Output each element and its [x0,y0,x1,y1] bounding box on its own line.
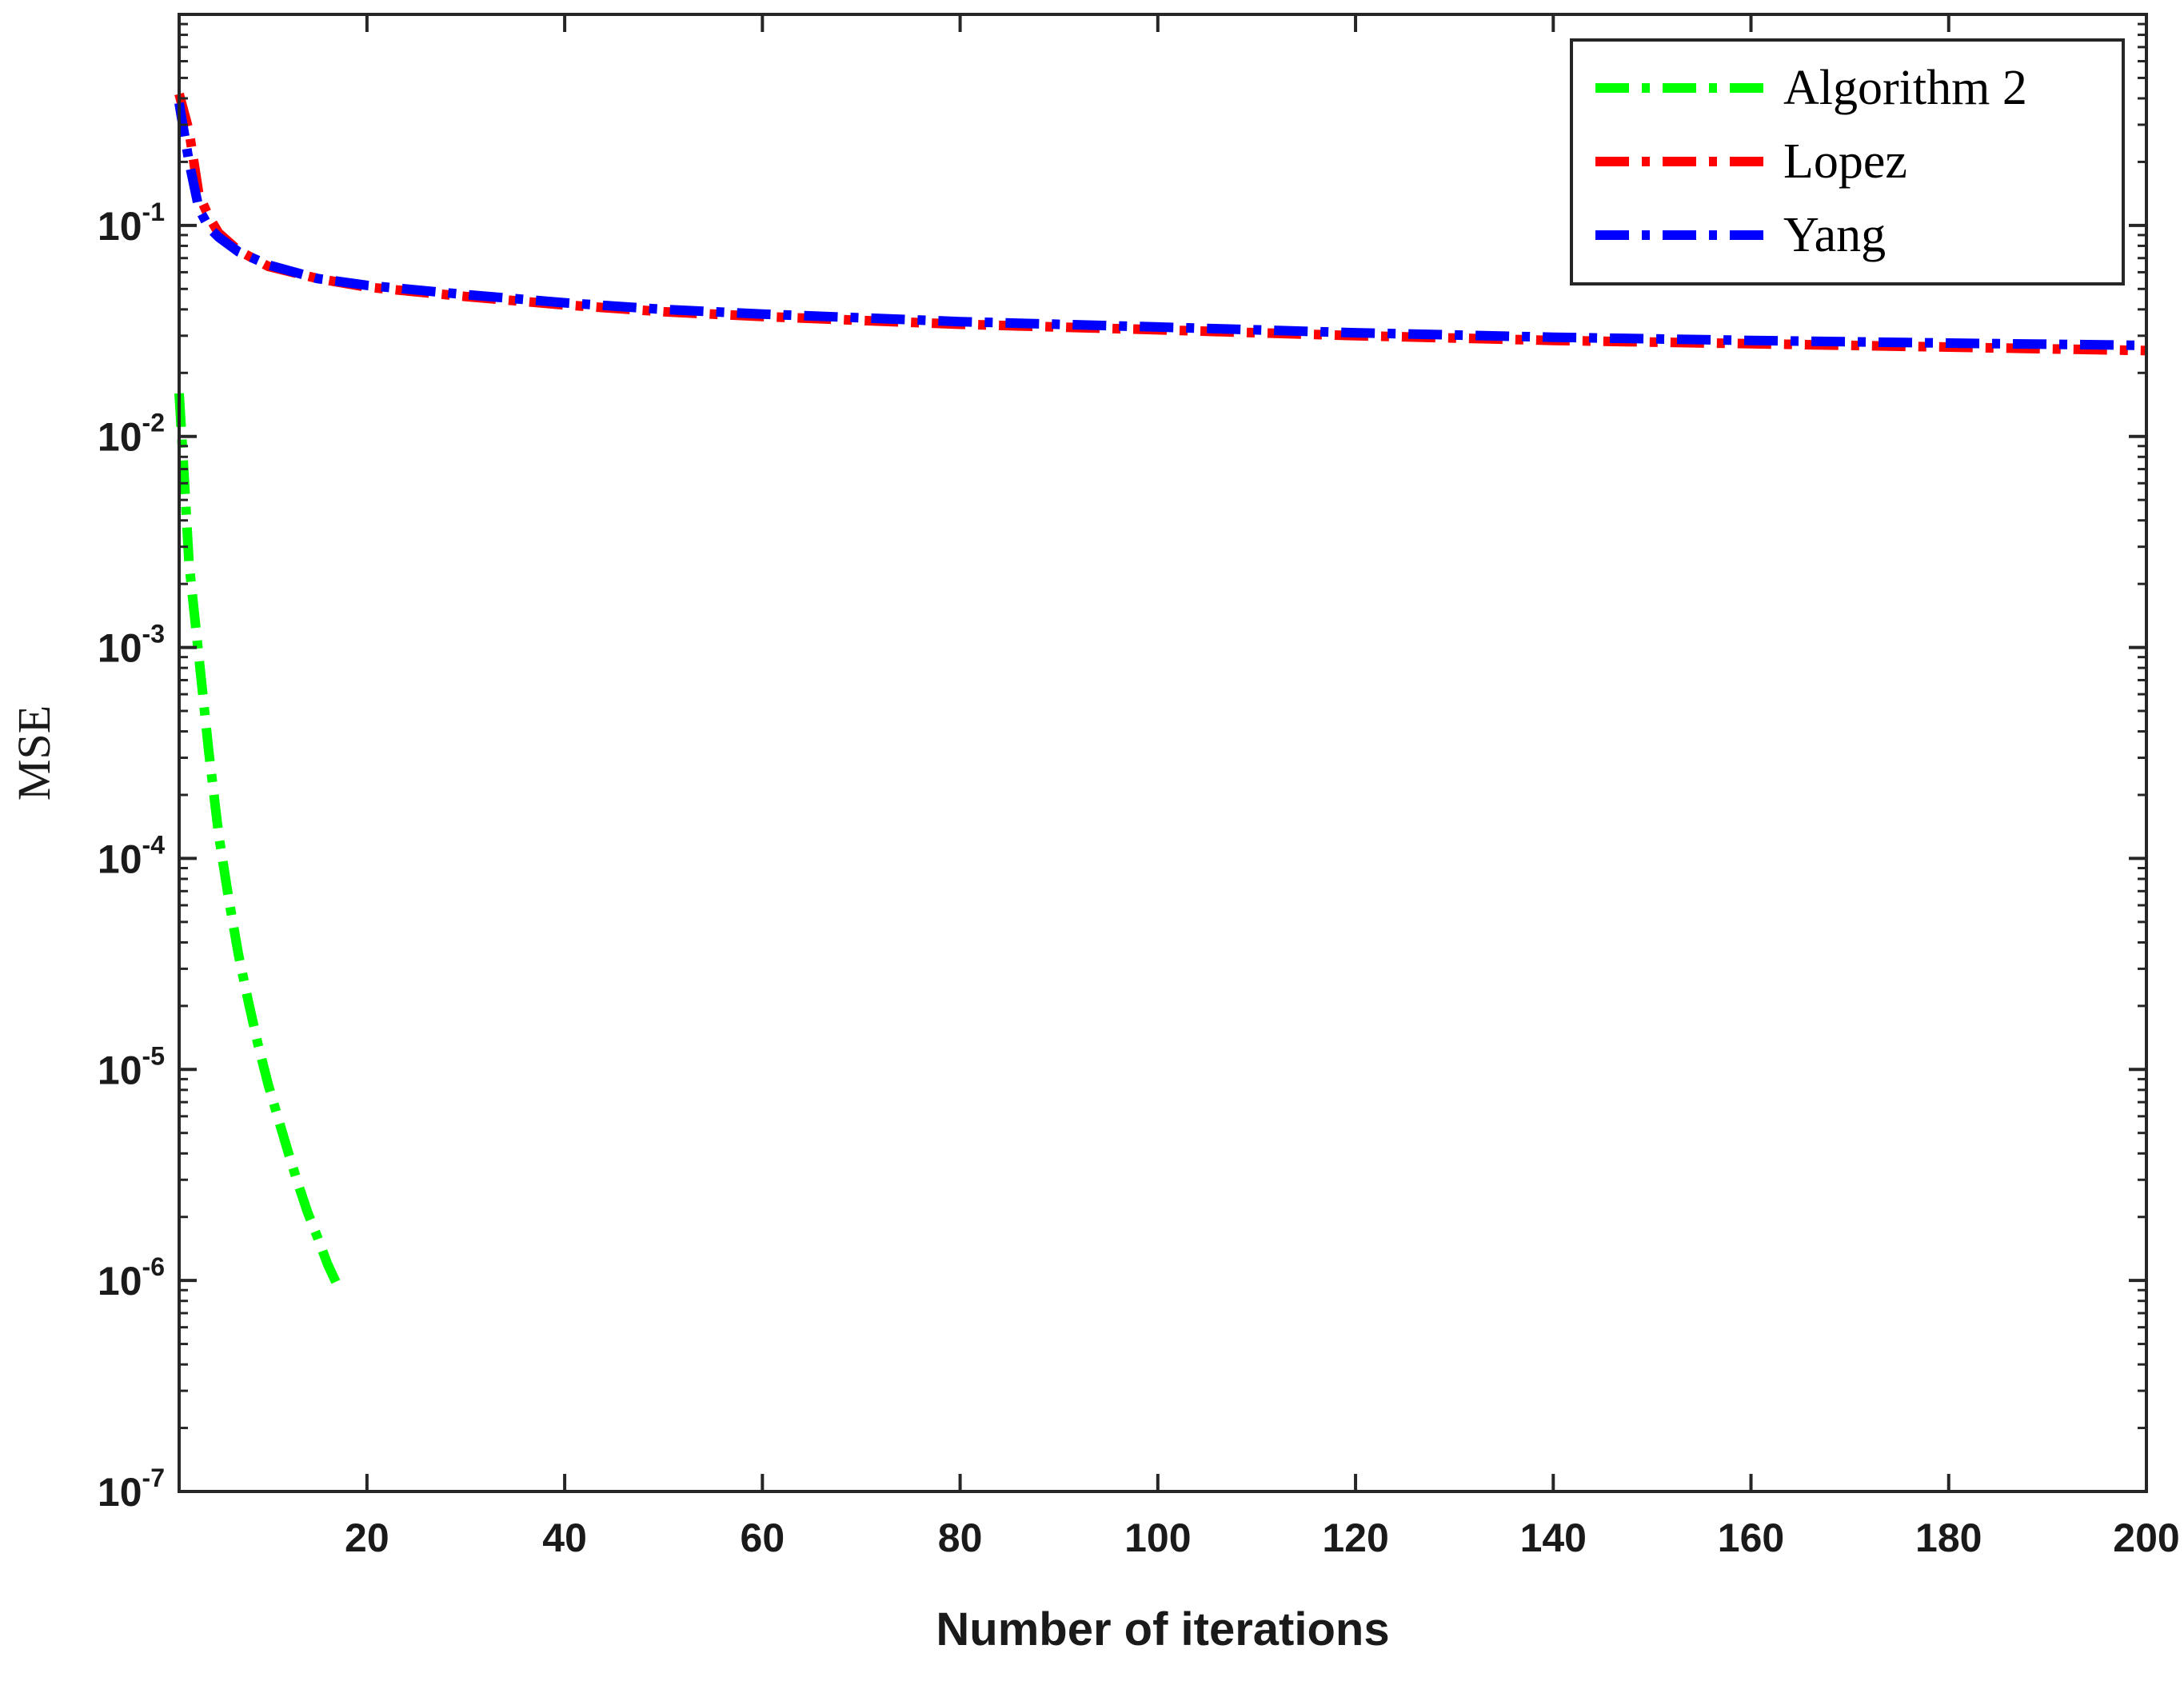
legend-label: Yang [1783,208,1886,262]
x-tick-label: 120 [1322,1515,1388,1560]
x-axis-title: Number of iterations [936,1603,1389,1655]
y-axis-title: MSE [8,705,60,801]
y-tick-label-base: 10 [98,415,142,460]
x-tick-label: 60 [741,1515,785,1560]
y-tick-label-exponent: -4 [142,830,166,859]
y-tick-label-exponent: -5 [142,1041,165,1070]
axes-box [178,13,2148,1493]
y-tick-label: 10-1 [98,198,165,249]
y-tick-label-base: 10 [98,1259,142,1304]
y-tick-label-exponent: -6 [142,1252,165,1281]
y-tick-label-base: 10 [98,837,142,881]
y-tick-label-base: 10 [98,1470,142,1515]
legend: Algorithm 2 Lopez Yang [1570,38,2125,285]
axes-layer: 20 40 60 80 100 120 140 160 180 20010-110-210-310… [98,13,2180,1560]
y-tick-label: 10-7 [98,1463,165,1515]
x-tick-label: 40 [542,1515,587,1560]
y-tick-label: 10-5 [98,1041,165,1092]
legend-label: Lopez [1783,134,1907,189]
y-tick-label-base: 10 [98,626,142,671]
y-tick-label: 10-4 [98,830,165,881]
x-tick-label: 180 [1915,1515,1982,1560]
series-layer [174,92,2147,1288]
y-tick-label-exponent: -7 [142,1463,165,1492]
series-line-algorithm-2 [174,393,342,1288]
y-tick-label-base: 10 [98,204,142,249]
y-tick-label-exponent: -3 [142,620,165,649]
y-tick-label: 10-6 [98,1252,165,1304]
x-tick-label: 100 [1124,1515,1191,1560]
x-tick-label: 140 [1520,1515,1587,1560]
y-tick-label: 10-2 [98,409,165,460]
y-tick-label-base: 10 [98,1048,142,1092]
legend-label: Algorithm 2 [1783,61,2027,115]
x-tick-label: 20 [345,1515,389,1560]
x-tick-label: 80 [938,1515,983,1560]
x-tick-label: 160 [1718,1515,1784,1560]
y-tick-label-exponent: -1 [142,198,165,226]
x-tick-label: 200 [2113,1515,2179,1560]
series-line-yang [174,102,2147,350]
y-tick-label: 10-3 [98,620,165,671]
y-tick-label-exponent: -2 [142,409,165,437]
